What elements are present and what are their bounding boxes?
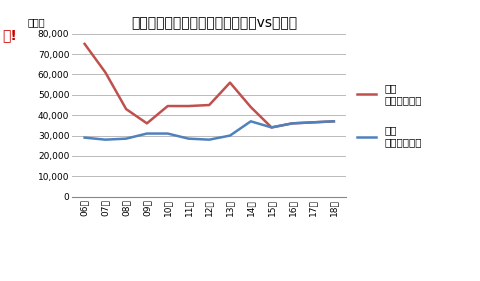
Legend: 新築
（発売戸数）, 中古
（成約戸数）: 新築 （発売戸数）, 中古 （成約戸数） bbox=[356, 83, 420, 147]
Title: 首都圏マンション戸数推移（新築vs中古）: 首都圏マンション戸数推移（新築vs中古） bbox=[132, 16, 297, 30]
Text: マ!: マ! bbox=[2, 28, 17, 42]
Text: （戸）: （戸） bbox=[28, 17, 45, 27]
